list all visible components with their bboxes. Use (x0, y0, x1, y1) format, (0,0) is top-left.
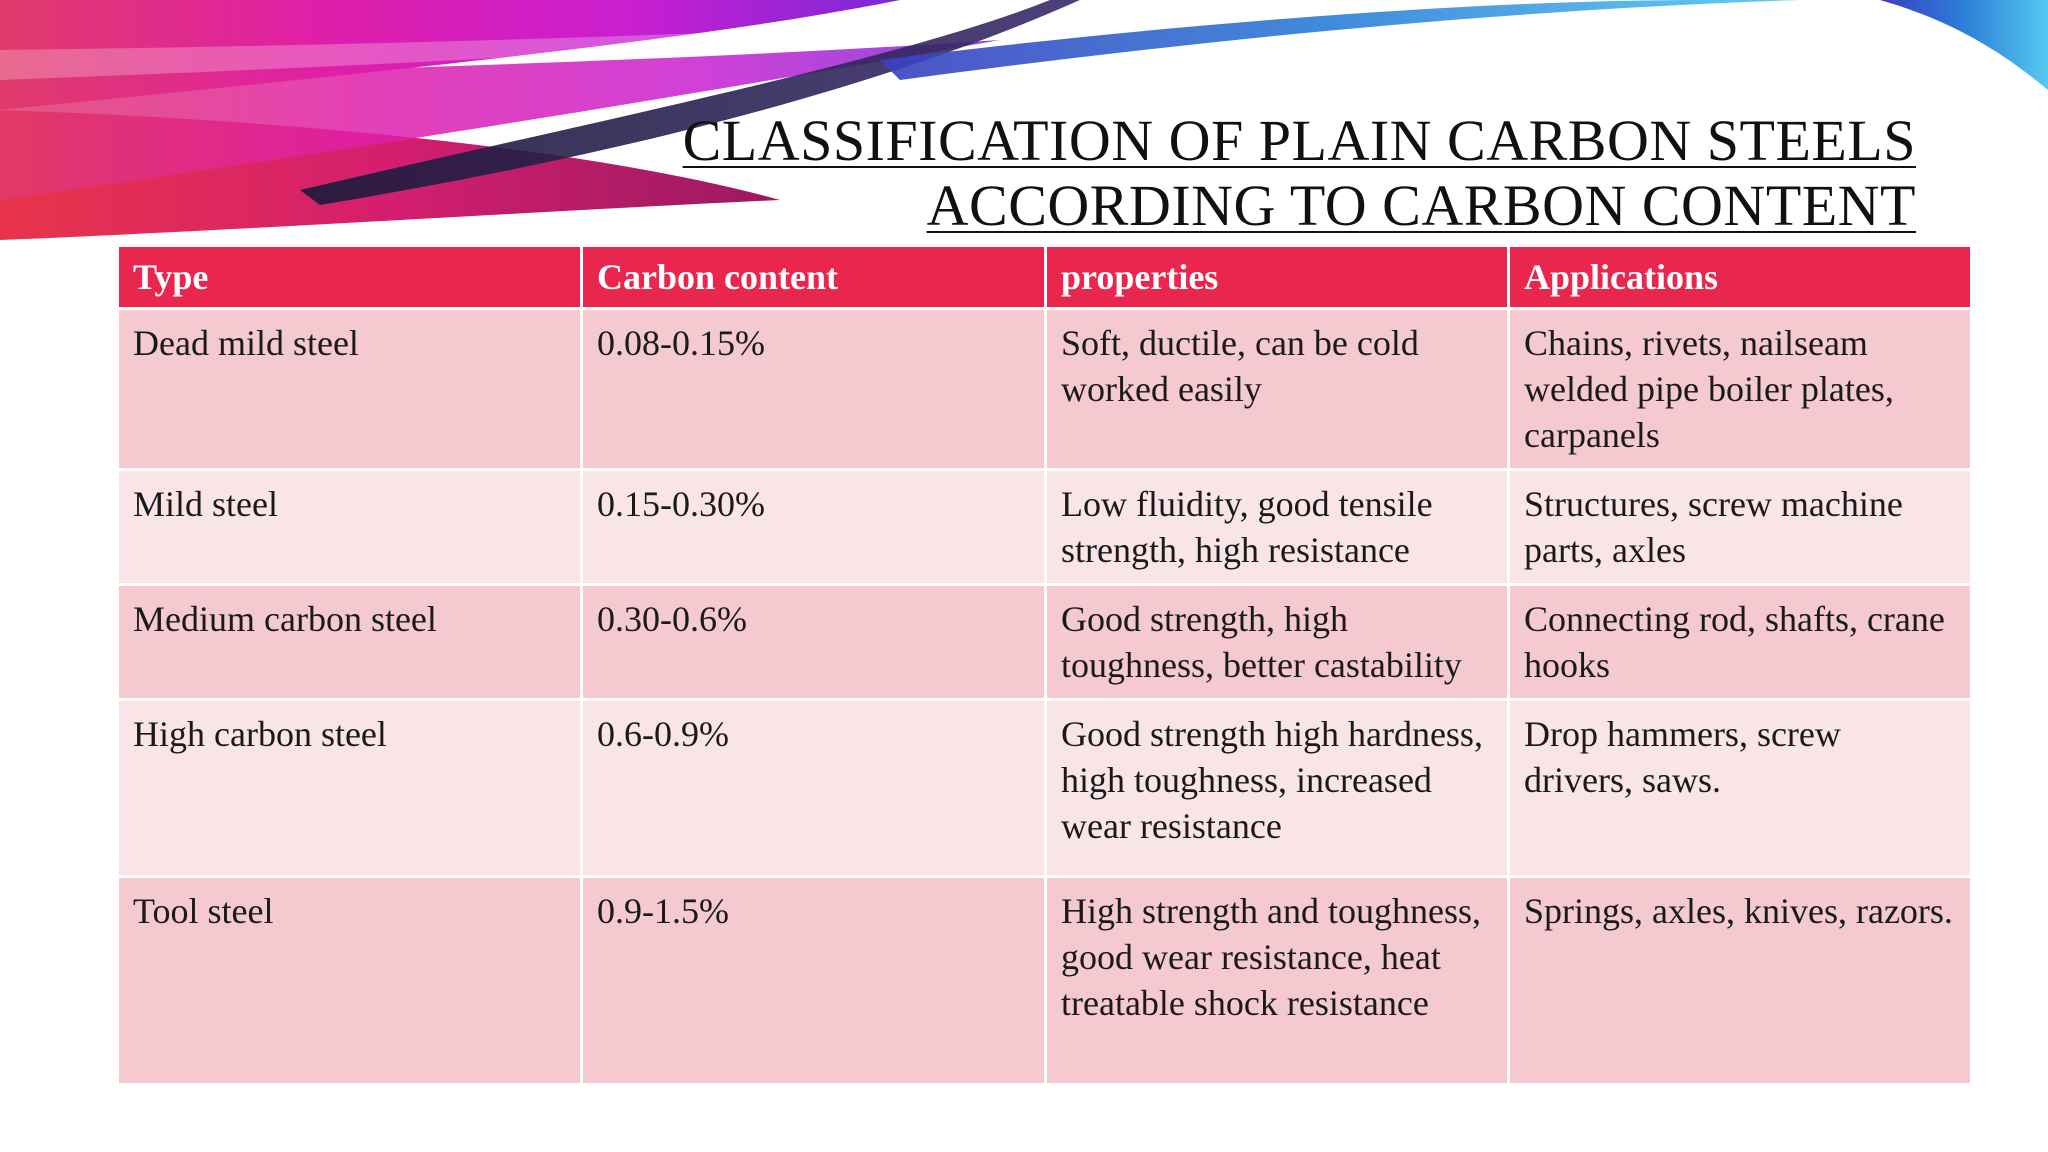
table-row: High carbon steel 0.6-0.9% Good strength… (116, 698, 1973, 878)
decorative-swoosh-graphic (0, 0, 2048, 240)
table-row: Dead mild steel 0.08-0.15% Soft, ductile… (116, 307, 1973, 471)
cell-type: Medium carbon steel (116, 583, 583, 701)
cell-type: Mild steel (116, 468, 583, 586)
header-applications: Applications (1507, 244, 1973, 310)
cell-properties: Soft, ductile, can be cold worked easily (1044, 307, 1510, 471)
header-carbon-content: Carbon content (580, 244, 1047, 310)
slide-title: CLASSIFICATION OF PLAIN CARBON STEELS AC… (683, 108, 1916, 238)
swoosh-dark-band (300, 0, 1080, 205)
cell-properties: Good strength, high toughness, better ca… (1044, 583, 1510, 701)
cell-applications: Drop hammers, screw drivers, saws. (1507, 698, 1973, 878)
table-row: Medium carbon steel 0.30-0.6% Good stren… (116, 583, 1973, 701)
cell-properties: High strength and toughness, good wear r… (1044, 875, 1510, 1086)
swoosh-light-streak (0, 20, 1000, 80)
classification-table: Type Carbon content properties Applicati… (116, 244, 1973, 1086)
cell-carbon-content: 0.9-1.5% (580, 875, 1047, 1086)
cell-applications: Springs, axles, knives, razors. (1507, 875, 1973, 1086)
cell-properties: Good strength high hardness, high toughn… (1044, 698, 1510, 878)
swoosh-magenta-band-2 (0, 40, 1000, 200)
cell-applications: Connecting rod, shafts, crane hooks (1507, 583, 1973, 701)
cell-applications: Structures, screw machine parts, axles (1507, 468, 1973, 586)
cell-carbon-content: 0.30-0.6% (580, 583, 1047, 701)
cell-carbon-content: 0.6-0.9% (580, 698, 1047, 878)
header-properties: properties (1044, 244, 1510, 310)
cell-carbon-content: 0.15-0.30% (580, 468, 1047, 586)
cell-type: High carbon steel (116, 698, 583, 878)
table-row: Tool steel 0.9-1.5% High strength and to… (116, 875, 1973, 1086)
cell-carbon-content: 0.08-0.15% (580, 307, 1047, 471)
table-row: Mild steel 0.15-0.30% Low fluidity, good… (116, 468, 1973, 586)
table-header-row: Type Carbon content properties Applicati… (116, 244, 1973, 310)
header-type: Type (116, 244, 583, 310)
classification-table-container: Type Carbon content properties Applicati… (116, 244, 1973, 1086)
cell-type: Dead mild steel (116, 307, 583, 471)
title-line-1: CLASSIFICATION OF PLAIN CARBON STEELS (682, 108, 1916, 173)
swoosh-blue-band (880, 0, 1800, 80)
title-line-2: ACCORDING TO CARBON CONTENT (926, 173, 1916, 238)
cell-applications: Chains, rivets, nailseam welded pipe boi… (1507, 307, 1973, 471)
swoosh-blue-right (1880, 0, 2048, 90)
cell-type: Tool steel (116, 875, 583, 1086)
cell-properties: Low fluidity, good tensile strength, hig… (1044, 468, 1510, 586)
